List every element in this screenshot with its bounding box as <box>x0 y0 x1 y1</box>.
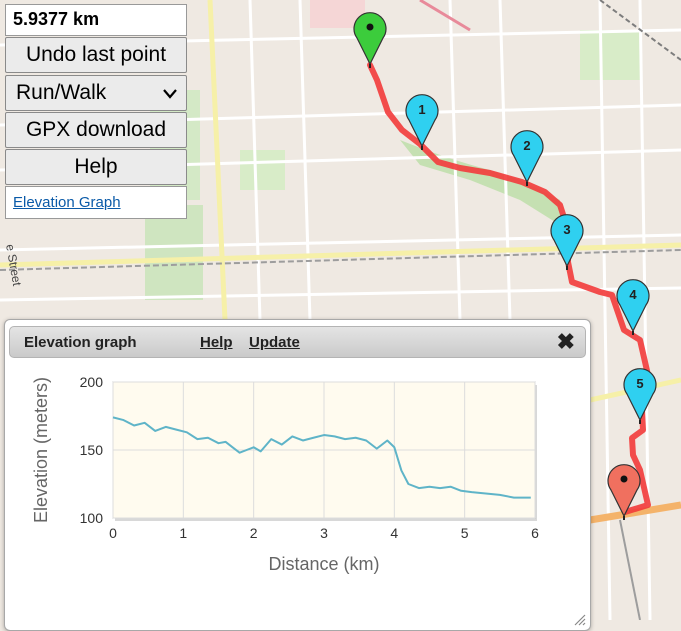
undo-last-point-button[interactable]: Undo last point <box>5 37 187 73</box>
y-tick-label: 150 <box>80 442 104 458</box>
marker-label: 1 <box>418 102 425 117</box>
chevron-down-icon <box>163 76 177 110</box>
map-marker-3[interactable]: 3 <box>550 214 584 270</box>
marker-label: 3 <box>563 222 570 237</box>
elevation-graph-link[interactable]: Elevation Graph <box>13 194 121 211</box>
marker-label: 2 <box>523 138 530 153</box>
elevation-chart: 0 1 2 3 4 5 6 100 150 200 Distance (km) Elevation (… <box>31 374 539 574</box>
elevation-series-line <box>112 416 531 499</box>
marker-dot-icon <box>366 23 374 31</box>
x-axis-label: Distance (km) <box>268 554 379 574</box>
activity-select[interactable]: Run/Walk <box>5 75 187 111</box>
help-button[interactable]: Help <box>5 149 187 185</box>
route-distance: 5.9377 km <box>5 4 187 36</box>
y-tick-label: 200 <box>80 374 104 390</box>
map-marker-end[interactable] <box>607 464 641 520</box>
y-axis-label: Elevation (meters) <box>31 377 51 523</box>
map-marker-start[interactable] <box>353 12 387 68</box>
x-tick-label: 5 <box>461 525 469 541</box>
x-tick-label: 4 <box>390 525 398 541</box>
x-tick-label: 2 <box>250 525 258 541</box>
marker-label: 5 <box>636 376 643 391</box>
y-tick-label: 100 <box>80 510 104 526</box>
map-marker-2[interactable]: 2 <box>510 130 544 186</box>
activity-select-value: Run/Walk <box>16 81 107 104</box>
resize-grip-icon[interactable] <box>572 612 586 626</box>
elevation-panel-header[interactable]: Elevation graph Help Update ✖ <box>9 326 586 358</box>
elevation-graph-link-box: Elevation Graph <box>5 186 187 219</box>
x-tick-label: 1 <box>179 525 187 541</box>
marker-dot-icon <box>620 475 628 483</box>
gpx-download-button[interactable]: GPX download <box>5 112 187 148</box>
elevation-panel: Elevation graph Help Update ✖ 0 1 2 3 4 5 6 100… <box>4 319 591 631</box>
map-marker-1[interactable]: 1 <box>405 94 439 150</box>
marker-label: 4 <box>629 287 637 302</box>
close-x-icon[interactable]: ✖ <box>556 329 575 354</box>
x-tick-label: 3 <box>320 525 328 541</box>
elevation-panel-title: Elevation graph <box>24 334 137 351</box>
x-tick-label: 6 <box>531 525 539 541</box>
elevation-update-link[interactable]: Update <box>249 334 300 351</box>
map-marker-4[interactable]: 4 <box>616 279 650 335</box>
route-line <box>367 62 651 515</box>
map-marker-5[interactable]: 5 <box>623 368 657 424</box>
x-tick-label: 0 <box>109 525 117 541</box>
elevation-help-link[interactable]: Help <box>200 334 233 351</box>
